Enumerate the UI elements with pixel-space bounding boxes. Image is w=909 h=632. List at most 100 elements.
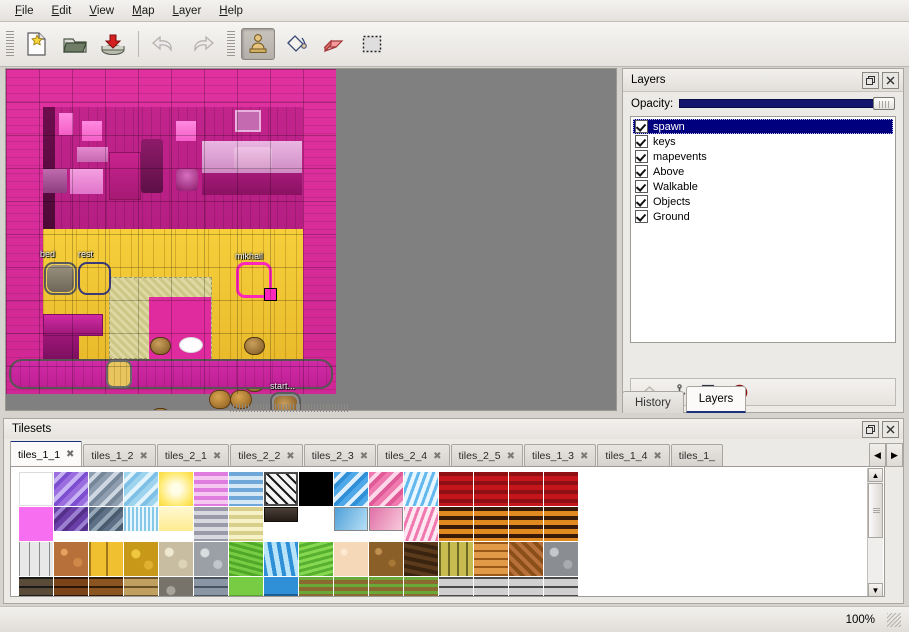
tile-cell[interactable] xyxy=(159,577,193,596)
opacity-slider[interactable] xyxy=(679,97,895,110)
layer-item-ground[interactable]: Ground xyxy=(633,209,893,224)
tile-cell[interactable] xyxy=(159,472,193,506)
menu-map[interactable]: Map xyxy=(132,4,155,17)
layer-visibility-checkbox[interactable] xyxy=(635,150,648,163)
opacity-slider-handle[interactable] xyxy=(873,97,895,110)
menu-edit[interactable]: Edit xyxy=(51,4,72,17)
close-tab-icon[interactable]: ✖ xyxy=(579,450,589,462)
tile-cell[interactable] xyxy=(404,507,438,541)
tile-cell[interactable] xyxy=(229,577,263,596)
tile-cell[interactable] xyxy=(509,472,543,506)
menu-help[interactable]: Help xyxy=(219,4,243,17)
close-tab-icon[interactable]: ✖ xyxy=(286,450,295,462)
menu-view[interactable]: View xyxy=(89,4,115,17)
toolbar-grip-2[interactable] xyxy=(227,31,235,57)
tileset-vscroll-thumb[interactable] xyxy=(868,483,883,538)
map-hscroll-thumb[interactable] xyxy=(230,404,350,412)
tileset-tab-tiles_1_5[interactable]: tiles_1_ xyxy=(670,444,723,467)
tile-cell[interactable] xyxy=(404,577,438,596)
tileset-tab-tiles_2_5[interactable]: tiles_2_5 ✖ xyxy=(450,444,523,467)
layer-visibility-checkbox[interactable] xyxy=(635,165,648,178)
layer-visibility-checkbox[interactable] xyxy=(635,180,648,193)
map-object-handle[interactable] xyxy=(264,288,277,301)
tab-history[interactable]: History xyxy=(622,391,684,413)
float-icon[interactable] xyxy=(862,420,879,438)
tileset-tab-tiles_1_1[interactable]: tiles_1_1 ✖ xyxy=(10,441,83,467)
tile-cell[interactable] xyxy=(509,542,543,576)
layer-item-walkable[interactable]: Walkable xyxy=(633,179,893,194)
tile-cell[interactable] xyxy=(439,507,473,541)
tile-cell[interactable] xyxy=(54,507,88,531)
tile-cell[interactable] xyxy=(264,472,298,506)
layer-item-mapevents[interactable]: mapevents xyxy=(633,149,893,164)
tileset-tab-tiles_2_4[interactable]: tiles_2_4 ✖ xyxy=(377,444,450,467)
tile-cell[interactable] xyxy=(194,577,228,596)
tile-cell[interactable] xyxy=(369,472,403,506)
resize-grip-icon[interactable] xyxy=(887,612,901,627)
scroll-down-button[interactable]: ▼ xyxy=(868,583,883,596)
close-tab-icon[interactable]: ✖ xyxy=(139,450,148,462)
eraser-button[interactable] xyxy=(317,28,351,60)
tile-cell[interactable] xyxy=(194,472,228,506)
tile-cell[interactable] xyxy=(544,472,578,506)
open-map-button[interactable] xyxy=(58,28,92,60)
tile-cell[interactable] xyxy=(544,507,578,541)
tile-cell[interactable] xyxy=(124,472,158,506)
tile-cell[interactable] xyxy=(159,507,193,531)
tileset-tab-tiles_1_2[interactable]: tiles_1_2 ✖ xyxy=(83,444,156,467)
tile-cell[interactable] xyxy=(229,507,263,541)
close-tab-icon[interactable]: ✖ xyxy=(212,450,222,462)
tile-cell[interactable] xyxy=(19,472,53,506)
layer-item-spawn[interactable]: spawn xyxy=(633,119,893,134)
map-object-mikhail[interactable] xyxy=(236,262,272,298)
tile-cell[interactable] xyxy=(89,542,123,576)
layer-visibility-checkbox[interactable] xyxy=(635,195,648,208)
tile-cell[interactable] xyxy=(404,472,438,506)
tileset-tab-tiles_2_2[interactable]: tiles_2_2 ✖ xyxy=(230,444,303,467)
toolbar-grip[interactable] xyxy=(6,31,14,57)
layer-visibility-checkbox[interactable] xyxy=(635,210,648,223)
tile-cell[interactable] xyxy=(369,542,403,576)
layer-item-keys[interactable]: keys xyxy=(633,134,893,149)
map-object-rest[interactable] xyxy=(78,262,111,295)
tile-cell[interactable] xyxy=(124,577,158,596)
new-map-button[interactable] xyxy=(20,28,54,60)
tile-cell[interactable] xyxy=(334,542,368,576)
tile-cell[interactable] xyxy=(404,542,438,576)
tile-cell[interactable] xyxy=(264,542,298,576)
tile-cell[interactable] xyxy=(474,542,508,576)
tile-cell[interactable] xyxy=(264,507,298,522)
close-tab-icon[interactable]: ✖ xyxy=(359,450,369,462)
menu-file[interactable]: File xyxy=(15,4,34,17)
tileset-tab-tiles_2_1[interactable]: tiles_2_1 ✖ xyxy=(156,444,230,467)
tile-cell[interactable] xyxy=(369,577,403,596)
tile-cell[interactable] xyxy=(54,542,88,576)
tile-cell[interactable] xyxy=(439,542,473,576)
tile-cell[interactable] xyxy=(89,472,123,506)
tile-cell[interactable] xyxy=(334,577,368,596)
tile-cell[interactable] xyxy=(544,542,578,576)
redo-button[interactable] xyxy=(185,28,219,60)
tile-cell[interactable] xyxy=(334,472,368,506)
rect-select-button[interactable] xyxy=(355,28,389,60)
tileset-vertical-scrollbar[interactable]: ▲ ▼ xyxy=(867,468,883,596)
tile-cell[interactable] xyxy=(229,472,263,506)
map-horizontal-scrollbar[interactable] xyxy=(5,403,617,413)
layer-item-above[interactable]: Above xyxy=(633,164,893,179)
menu-layer[interactable]: Layer xyxy=(172,4,202,17)
map-canvas[interactable]: bed rest mikhail andor:] entr... start..… xyxy=(6,69,336,410)
close-icon[interactable] xyxy=(882,71,899,89)
bucket-fill-button[interactable] xyxy=(279,28,313,60)
scroll-right-button[interactable]: ▶ xyxy=(886,443,903,467)
layer-visibility-checkbox[interactable] xyxy=(635,120,648,133)
close-tab-icon[interactable]: ✖ xyxy=(506,450,515,462)
tab-layers[interactable]: Layers xyxy=(685,386,747,413)
tileset-tab-tiles_1_3[interactable]: tiles_1_3 ✖ xyxy=(523,444,597,467)
close-icon[interactable] xyxy=(882,420,899,438)
tile-cell[interactable] xyxy=(19,542,53,576)
tileset-tile-grid[interactable]: ▲ ▼ xyxy=(10,466,885,597)
tile-cell[interactable] xyxy=(299,577,333,596)
float-icon[interactable] xyxy=(862,71,879,89)
scroll-left-button[interactable]: ◀ xyxy=(869,443,886,467)
tile-cell[interactable] xyxy=(124,507,158,531)
